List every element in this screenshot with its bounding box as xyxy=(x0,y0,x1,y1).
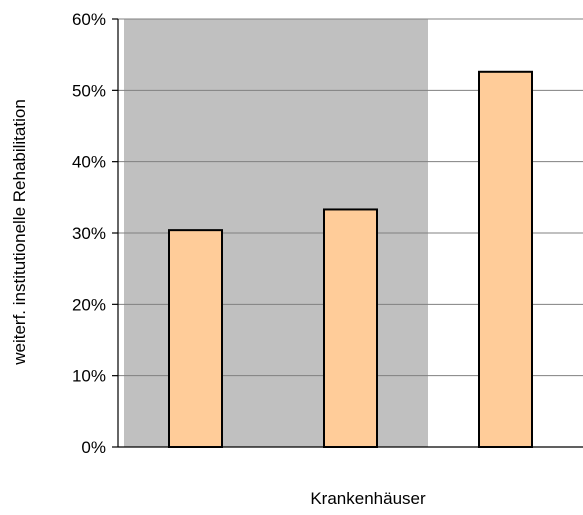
y-tick-label: 40% xyxy=(72,153,106,172)
y-tick-label: 50% xyxy=(72,81,106,100)
y-tick-label: 30% xyxy=(72,224,106,243)
bar xyxy=(168,229,223,448)
plot-area: 0% 10% 20% 30% 40% 50% 60% xyxy=(72,10,583,457)
y-axis-title: weiterf. institutionelle Rehabilitation xyxy=(10,99,29,366)
bar xyxy=(323,208,378,448)
y-tick-label: 20% xyxy=(72,295,106,314)
y-tick-label: 0% xyxy=(81,438,106,457)
y-tick-label: 10% xyxy=(72,367,106,386)
x-axis-title: Krankenhäuser xyxy=(310,489,426,508)
y-tick-label: 60% xyxy=(72,10,106,29)
bar xyxy=(478,70,533,449)
